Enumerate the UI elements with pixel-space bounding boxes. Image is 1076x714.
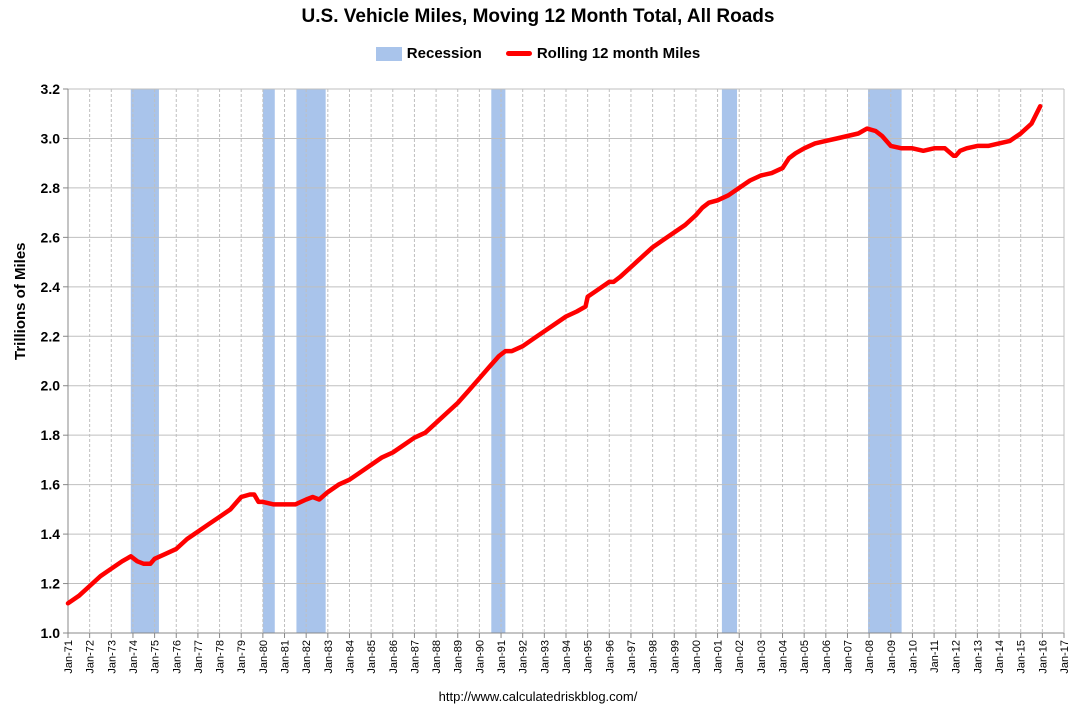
x-tick-label-9: Jan-80 xyxy=(258,640,270,674)
legend-label-miles: Rolling 12 month Miles xyxy=(536,45,701,62)
x-tick-label-23: Jan-94 xyxy=(561,640,573,674)
x-tick-label-38: Jan-09 xyxy=(886,640,898,674)
x-tick-label-12: Jan-83 xyxy=(323,640,335,674)
legend-item-recession: Recession xyxy=(375,45,482,62)
x-tick-label-6: Jan-77 xyxy=(193,640,205,674)
recession-band-3 xyxy=(491,89,506,633)
x-tick-label-30: Jan-01 xyxy=(713,640,725,674)
x-tick-label-39: Jan-10 xyxy=(907,640,919,674)
x-tick-label-25: Jan-96 xyxy=(604,640,616,674)
x-tick-label-34: Jan-05 xyxy=(799,640,811,674)
x-tick-label-5: Jan-76 xyxy=(171,640,183,674)
y-tick-label-4: 1.8 xyxy=(41,427,61,443)
x-tick-label-20: Jan-91 xyxy=(496,640,508,674)
x-tick-label-28: Jan-99 xyxy=(669,640,681,674)
x-tick-label-18: Jan-89 xyxy=(453,640,465,674)
x-tick-label-3: Jan-74 xyxy=(128,640,140,674)
x-tick-label-1: Jan-72 xyxy=(85,640,97,674)
axes: 1.0 1.2 1.4 1.6 1.8 2.0 2.2 2.4 2.6 2.8 3.0 3.2 Jan-… xyxy=(41,81,1071,674)
y-tick-label-10: 3.0 xyxy=(41,130,61,146)
x-tick-label-32: Jan-03 xyxy=(756,640,768,674)
recession-band-5 xyxy=(868,89,902,633)
x-tick-label-19: Jan-90 xyxy=(474,640,486,674)
recession-band-2 xyxy=(296,89,326,633)
x-tick-label-27: Jan-98 xyxy=(648,640,660,674)
y-tick-label-5: 2.0 xyxy=(41,378,61,394)
x-tick-label-35: Jan-06 xyxy=(821,640,833,674)
x-tick-label-31: Jan-02 xyxy=(734,640,746,674)
x-tick-label-33: Jan-04 xyxy=(778,640,790,674)
y-tick-label-6: 2.2 xyxy=(41,328,61,344)
x-tick-label-42: Jan-13 xyxy=(972,640,984,674)
y-tick-label-11: 3.2 xyxy=(41,81,61,97)
legend-swatch-recession xyxy=(375,46,402,61)
gridlines xyxy=(67,88,1065,634)
x-tick-label-2: Jan-73 xyxy=(106,640,118,674)
y-tick-label-1: 1.2 xyxy=(41,576,61,592)
recession-band-4 xyxy=(721,89,738,633)
source-url: http://www.calculatedriskblog.com/ xyxy=(438,689,638,704)
y-tick-label-9: 2.8 xyxy=(41,180,61,196)
y-tick-label-7: 2.4 xyxy=(41,279,61,295)
series-lines xyxy=(65,104,1043,606)
x-tick-label-40: Jan-11 xyxy=(929,640,941,673)
x-tick-label-37: Jan-08 xyxy=(864,640,876,674)
x-tick-label-45: Jan-16 xyxy=(1037,640,1049,674)
x-tick-label-11: Jan-82 xyxy=(301,640,313,674)
y-tick-label-3: 1.6 xyxy=(41,477,61,493)
x-tick-label-24: Jan-95 xyxy=(583,640,595,674)
recession-bands xyxy=(130,89,902,633)
chart-legend: Recession Rolling 12 month Miles xyxy=(0,45,1076,62)
x-tick-label-26: Jan-97 xyxy=(626,640,638,674)
y-tick-label-8: 2.6 xyxy=(41,229,61,245)
x-tick-label-10: Jan-81 xyxy=(280,640,292,674)
x-tick-label-44: Jan-15 xyxy=(1016,640,1028,674)
x-tick-label-14: Jan-85 xyxy=(366,640,378,674)
chart-title: U.S. Vehicle Miles, Moving 12 Month Tota… xyxy=(301,6,775,27)
recession-band-1 xyxy=(262,89,275,633)
x-tick-label-7: Jan-78 xyxy=(215,640,227,674)
legend-swatch-miles xyxy=(505,51,532,56)
x-tick-label-15: Jan-86 xyxy=(388,640,400,674)
series-line-0 xyxy=(65,104,1043,606)
y-tick-label-0: 1.0 xyxy=(41,625,61,641)
x-tick-label-13: Jan-84 xyxy=(344,640,356,674)
x-tick-label-4: Jan-75 xyxy=(150,640,162,674)
x-tick-label-16: Jan-87 xyxy=(409,640,421,674)
legend-label-recession: Recession xyxy=(406,45,482,62)
x-tick-label-8: Jan-79 xyxy=(236,640,248,674)
x-tick-label-43: Jan-14 xyxy=(994,640,1006,674)
x-tick-label-46: Jan-17 xyxy=(1059,640,1071,674)
x-tick-label-22: Jan-93 xyxy=(539,640,551,674)
legend-item-miles: Rolling 12 month Miles xyxy=(505,45,701,62)
y-tick-label-2: 1.4 xyxy=(41,526,61,542)
x-tick-label-0: Jan-71 xyxy=(63,640,75,674)
x-tick-label-17: Jan-88 xyxy=(431,640,443,674)
x-tick-label-41: Jan-12 xyxy=(951,640,963,674)
x-tick-label-21: Jan-92 xyxy=(518,640,530,674)
x-tick-label-36: Jan-07 xyxy=(842,640,854,674)
x-tick-label-29: Jan-00 xyxy=(691,640,703,674)
